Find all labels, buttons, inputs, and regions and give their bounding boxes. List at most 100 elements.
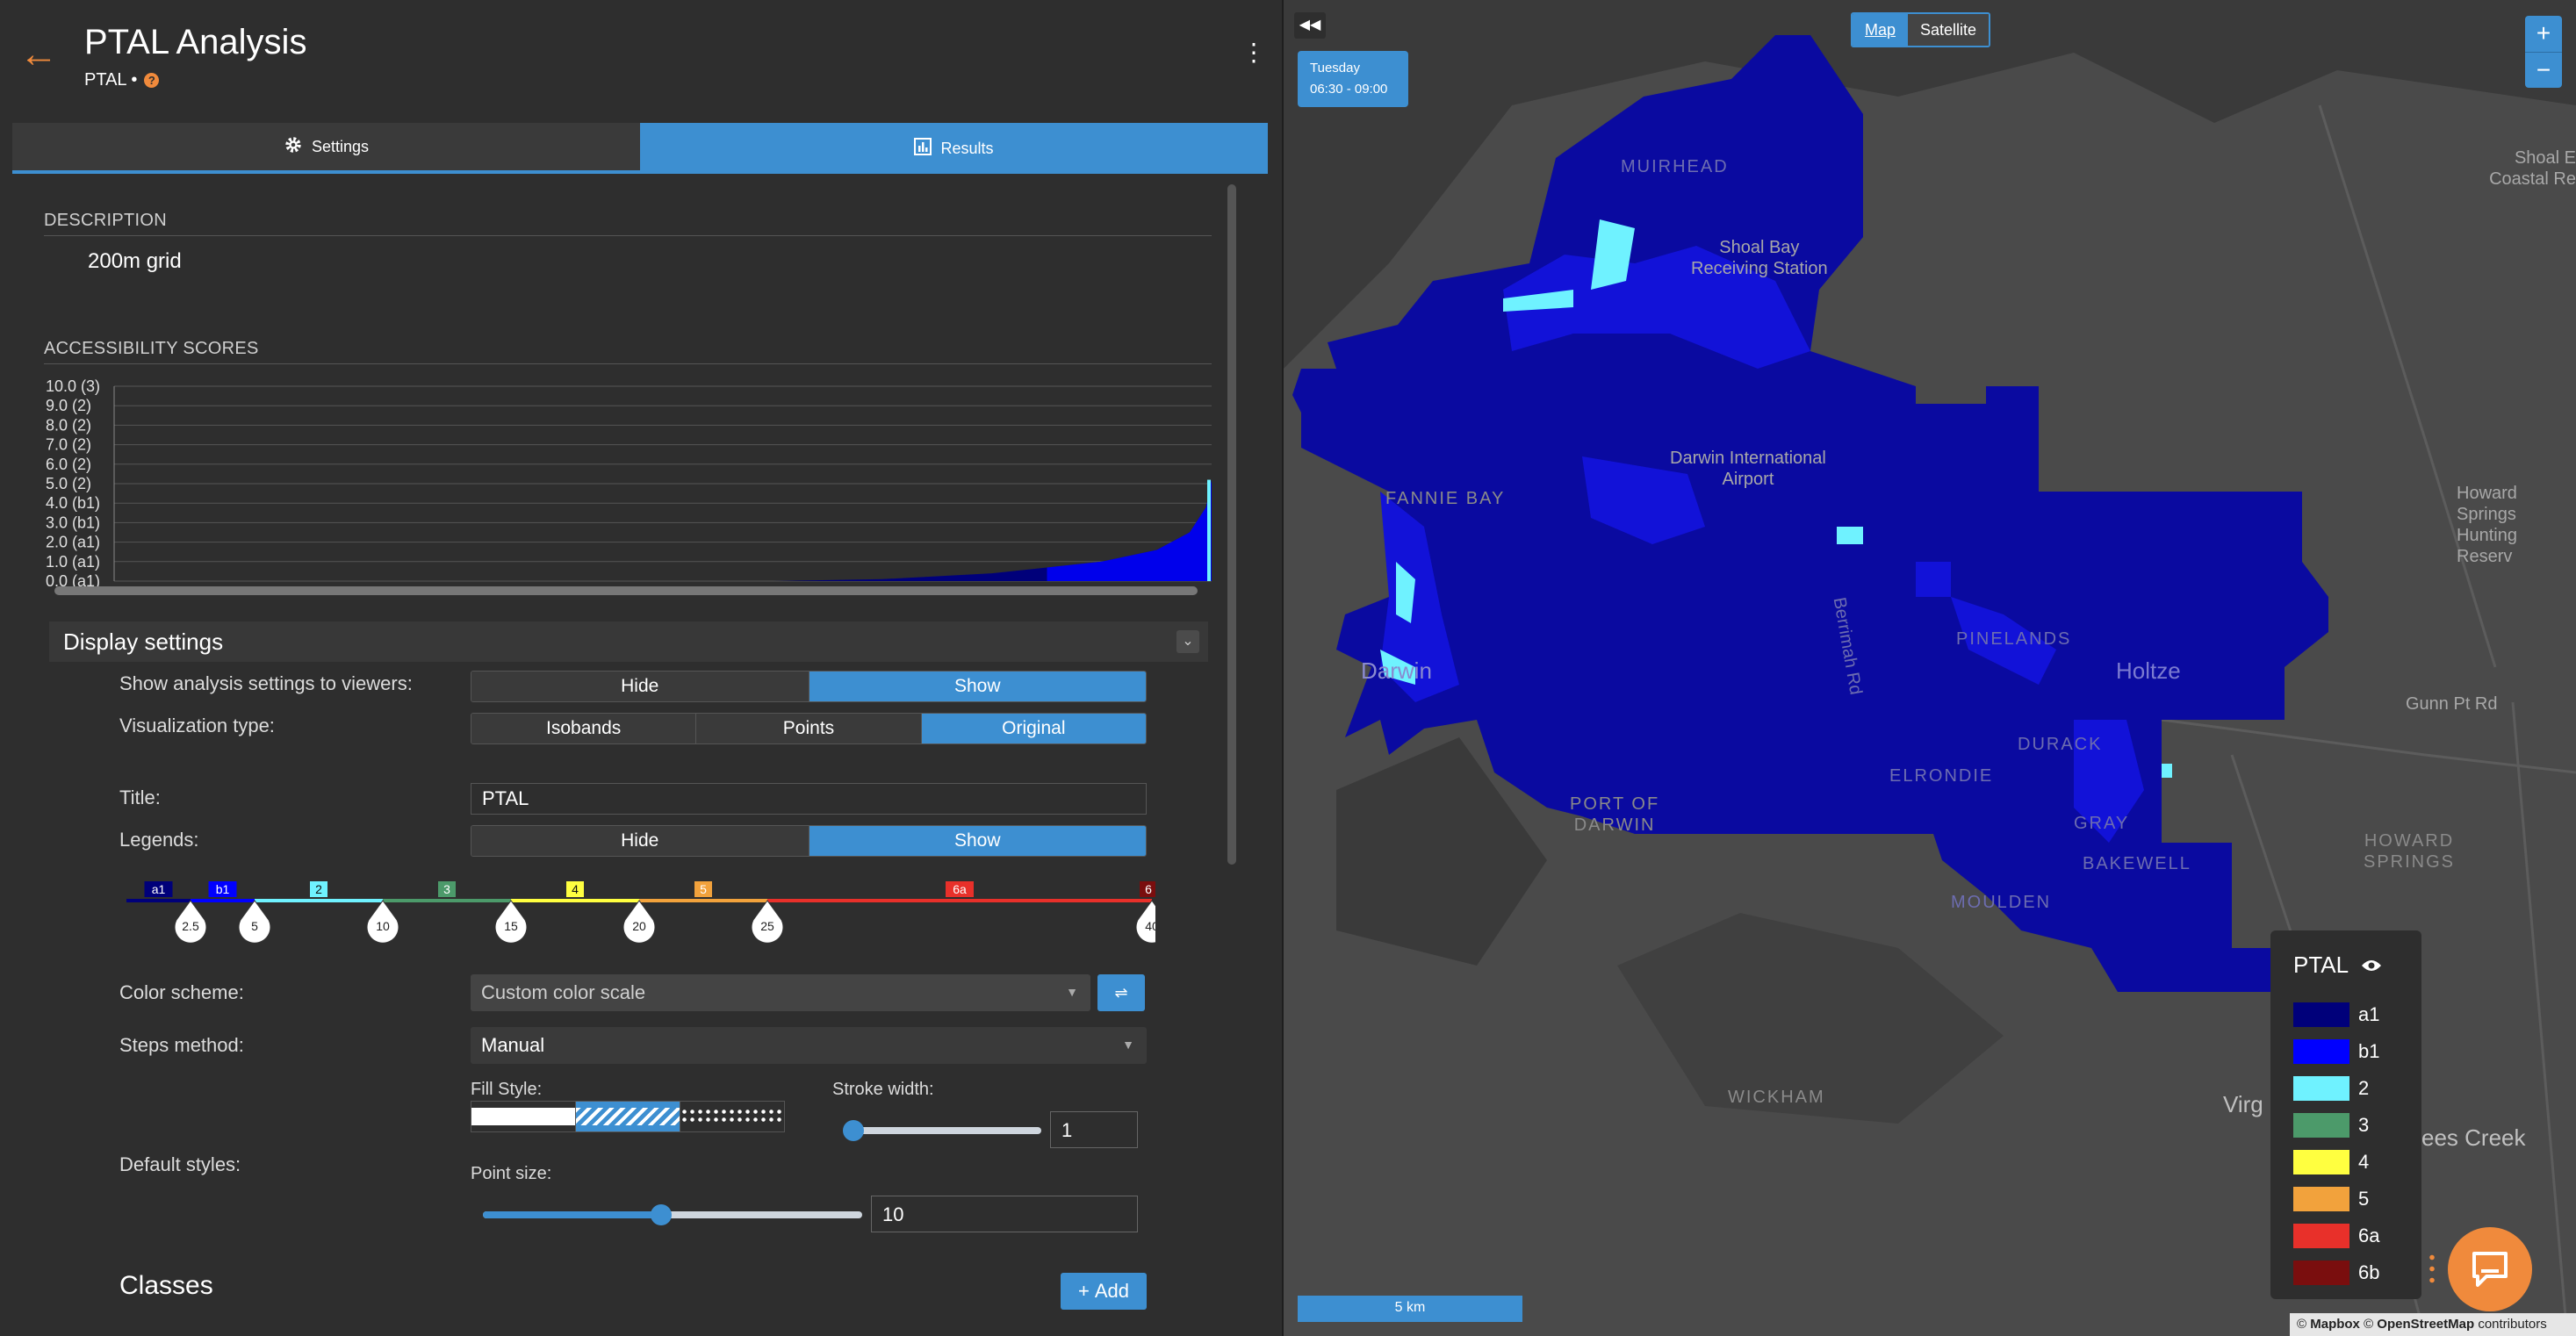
map-label-shoal-e: Shoal E Coastal Re xyxy=(2409,147,2576,190)
time-window-badge[interactable]: Tuesday 06:30 - 09:00 xyxy=(1298,51,1408,107)
chevron-down-icon[interactable]: ⌄ xyxy=(1176,630,1199,653)
scale-class-tag[interactable] xyxy=(144,881,173,897)
fill-dots-option[interactable] xyxy=(680,1102,784,1131)
scale-segment xyxy=(383,899,511,902)
chat-bubble-icon[interactable] xyxy=(2448,1227,2532,1311)
scale-stop-handle[interactable] xyxy=(622,900,656,944)
drag-handle-icon[interactable] xyxy=(2427,1252,2437,1287)
back-arrow-icon[interactable]: ← xyxy=(19,32,58,75)
chart-y-tick-label: 3.0 (b1) xyxy=(46,514,100,531)
chart-y-tick-label: 4.0 (b1) xyxy=(46,494,100,512)
title-input[interactable]: PTAL xyxy=(471,783,1147,815)
more-options-icon[interactable]: ⋮ xyxy=(1241,39,1266,66)
point-size-slider[interactable] xyxy=(483,1204,862,1225)
steps-method-select[interactable]: Manual ▼ xyxy=(471,1027,1147,1064)
color-scheme-value: Custom color scale xyxy=(481,981,646,1003)
scale-class-tag[interactable] xyxy=(694,881,712,897)
legend-scale-editor[interactable]: a1 b1 2 3 4 5 6a 6 2.5 5 10 15 20 25 40 xyxy=(119,878,1155,948)
scale-segment xyxy=(767,899,1152,902)
display-settings-header[interactable]: Display settings ⌄ xyxy=(49,621,1208,662)
legend-label: 5 xyxy=(2358,1188,2370,1210)
legends-hide[interactable]: Hide xyxy=(471,826,809,856)
point-size-slider-handle[interactable] xyxy=(651,1204,673,1225)
scale-stop-handle[interactable] xyxy=(494,900,528,944)
map-label-holtze: Holtze xyxy=(2116,659,2181,682)
map-label-shoal-bay: Shoal Bay Receiving Station xyxy=(1691,237,1828,279)
legend-items: a1 b1 2 3 4 5 6a 6b xyxy=(2293,996,2399,1291)
zoom-in-button[interactable]: + xyxy=(2525,16,2562,53)
chart-scrollbar[interactable] xyxy=(54,586,1198,595)
attribution-mid: © xyxy=(2359,1317,2378,1332)
stroke-width-slider[interactable] xyxy=(843,1120,1041,1141)
scale-segment xyxy=(255,899,383,902)
scale-class-label: 6 xyxy=(1145,882,1152,896)
scale-class-tag[interactable] xyxy=(208,881,237,897)
map-label-virg: Virg xyxy=(2223,1093,2263,1116)
panel-scrollbar[interactable] xyxy=(1227,184,1236,865)
chart-y-tick-label: 0.0 (a1) xyxy=(46,572,100,588)
legend-swatch xyxy=(2293,1224,2349,1248)
chart-y-tick-label: 5.0 (2) xyxy=(46,475,91,492)
basemap-satellite[interactable]: Satellite xyxy=(1908,14,1990,46)
scale-stop-handle[interactable] xyxy=(174,900,207,944)
map-label-port-darwin: PORT OF DARWIN xyxy=(1570,794,1659,836)
map-label-howard-springs: Howard Springs Hunting Reserv xyxy=(2457,483,2576,567)
stroke-width-input[interactable]: 1 xyxy=(1050,1111,1138,1148)
tab-bar: Settings Results xyxy=(12,123,1268,174)
legend-swatch xyxy=(2293,1002,2349,1027)
point-size-input[interactable]: 10 xyxy=(871,1196,1138,1232)
chart-y-tick-label: 1.0 (a1) xyxy=(46,553,100,571)
scale-class-tag[interactable] xyxy=(310,881,327,897)
zoom-control: + − xyxy=(2525,16,2562,88)
time-day: Tuesday xyxy=(1310,61,1360,75)
question-circle-icon[interactable]: ? xyxy=(144,73,160,88)
swap-icon[interactable]: ⇌ xyxy=(1097,974,1145,1011)
osm-link[interactable]: OpenStreetMap xyxy=(2377,1317,2475,1332)
eye-icon[interactable] xyxy=(2361,952,2382,979)
scale-class-tag[interactable] xyxy=(1140,881,1155,897)
basemap-map[interactable]: Map xyxy=(1853,14,1909,46)
show-analysis-hide[interactable]: Hide xyxy=(471,672,809,701)
add-class-button[interactable]: + Add xyxy=(1061,1273,1147,1310)
viz-points[interactable]: Points xyxy=(696,714,922,743)
title-label: Title: xyxy=(119,787,161,808)
chart-y-tick-label: 6.0 (2) xyxy=(46,456,91,473)
elrondie-label: ELRONDIE xyxy=(1889,766,1994,786)
scale-stop-handle[interactable] xyxy=(751,900,784,944)
scale-stop-handle[interactable] xyxy=(1135,900,1155,944)
stroke-width-slider-handle[interactable] xyxy=(843,1120,865,1141)
steps-method-label: Steps method: xyxy=(119,1034,244,1056)
tab-settings[interactable]: Settings xyxy=(12,123,640,174)
show-analysis-show[interactable]: Show xyxy=(809,672,1146,701)
analysis-panel: ← PTAL Analysis PTAL • ? ⋮ Settings Resu… xyxy=(0,0,1282,1336)
zoom-out-button[interactable]: − xyxy=(2536,55,2551,83)
viz-original[interactable]: Original xyxy=(921,714,1146,743)
double-chevron-left-icon[interactable]: ◀◀ xyxy=(1294,12,1326,39)
map-label-bakewell: BAKEWELL xyxy=(2083,853,2191,874)
scale-class-tag[interactable] xyxy=(946,881,974,897)
legends-show[interactable]: Show xyxy=(809,826,1146,856)
tab-results[interactable]: Results xyxy=(640,123,1268,174)
map-attribution: © Mapbox © OpenStreetMap contributors xyxy=(2290,1313,2576,1336)
scale-class-tag[interactable] xyxy=(566,881,584,897)
fill-solid-option[interactable] xyxy=(471,1102,576,1131)
map-label-durack: DURACK xyxy=(2018,734,2102,755)
page-title: PTAL Analysis xyxy=(84,23,307,61)
scale-class-tag[interactable] xyxy=(438,881,456,897)
panel-divider[interactable] xyxy=(1282,0,1284,1336)
map-view[interactable]: Darwin International Airport Shoal Bay R… xyxy=(1284,0,2576,1336)
mapbox-link[interactable]: Mapbox xyxy=(2310,1317,2360,1332)
scale-class-label: a1 xyxy=(152,882,166,896)
scale-segment xyxy=(511,899,639,902)
description-value: 200m grid xyxy=(88,249,182,273)
legend-label: a1 xyxy=(2358,1003,2380,1025)
scale-stop-handle[interactable] xyxy=(366,900,399,944)
legend-label: b1 xyxy=(2358,1040,2380,1062)
color-scheme-select[interactable]: Custom color scale ▼ xyxy=(471,974,1090,1011)
default-styles-label: Default styles: xyxy=(119,1153,241,1175)
scale-stop-handle[interactable] xyxy=(238,900,271,944)
viz-isobands[interactable]: Isobands xyxy=(471,714,697,743)
fill-hatch-option[interactable] xyxy=(576,1102,680,1131)
legend-swatch xyxy=(2293,1187,2349,1211)
map-label-wickham: WICKHAM xyxy=(1728,1087,1825,1108)
